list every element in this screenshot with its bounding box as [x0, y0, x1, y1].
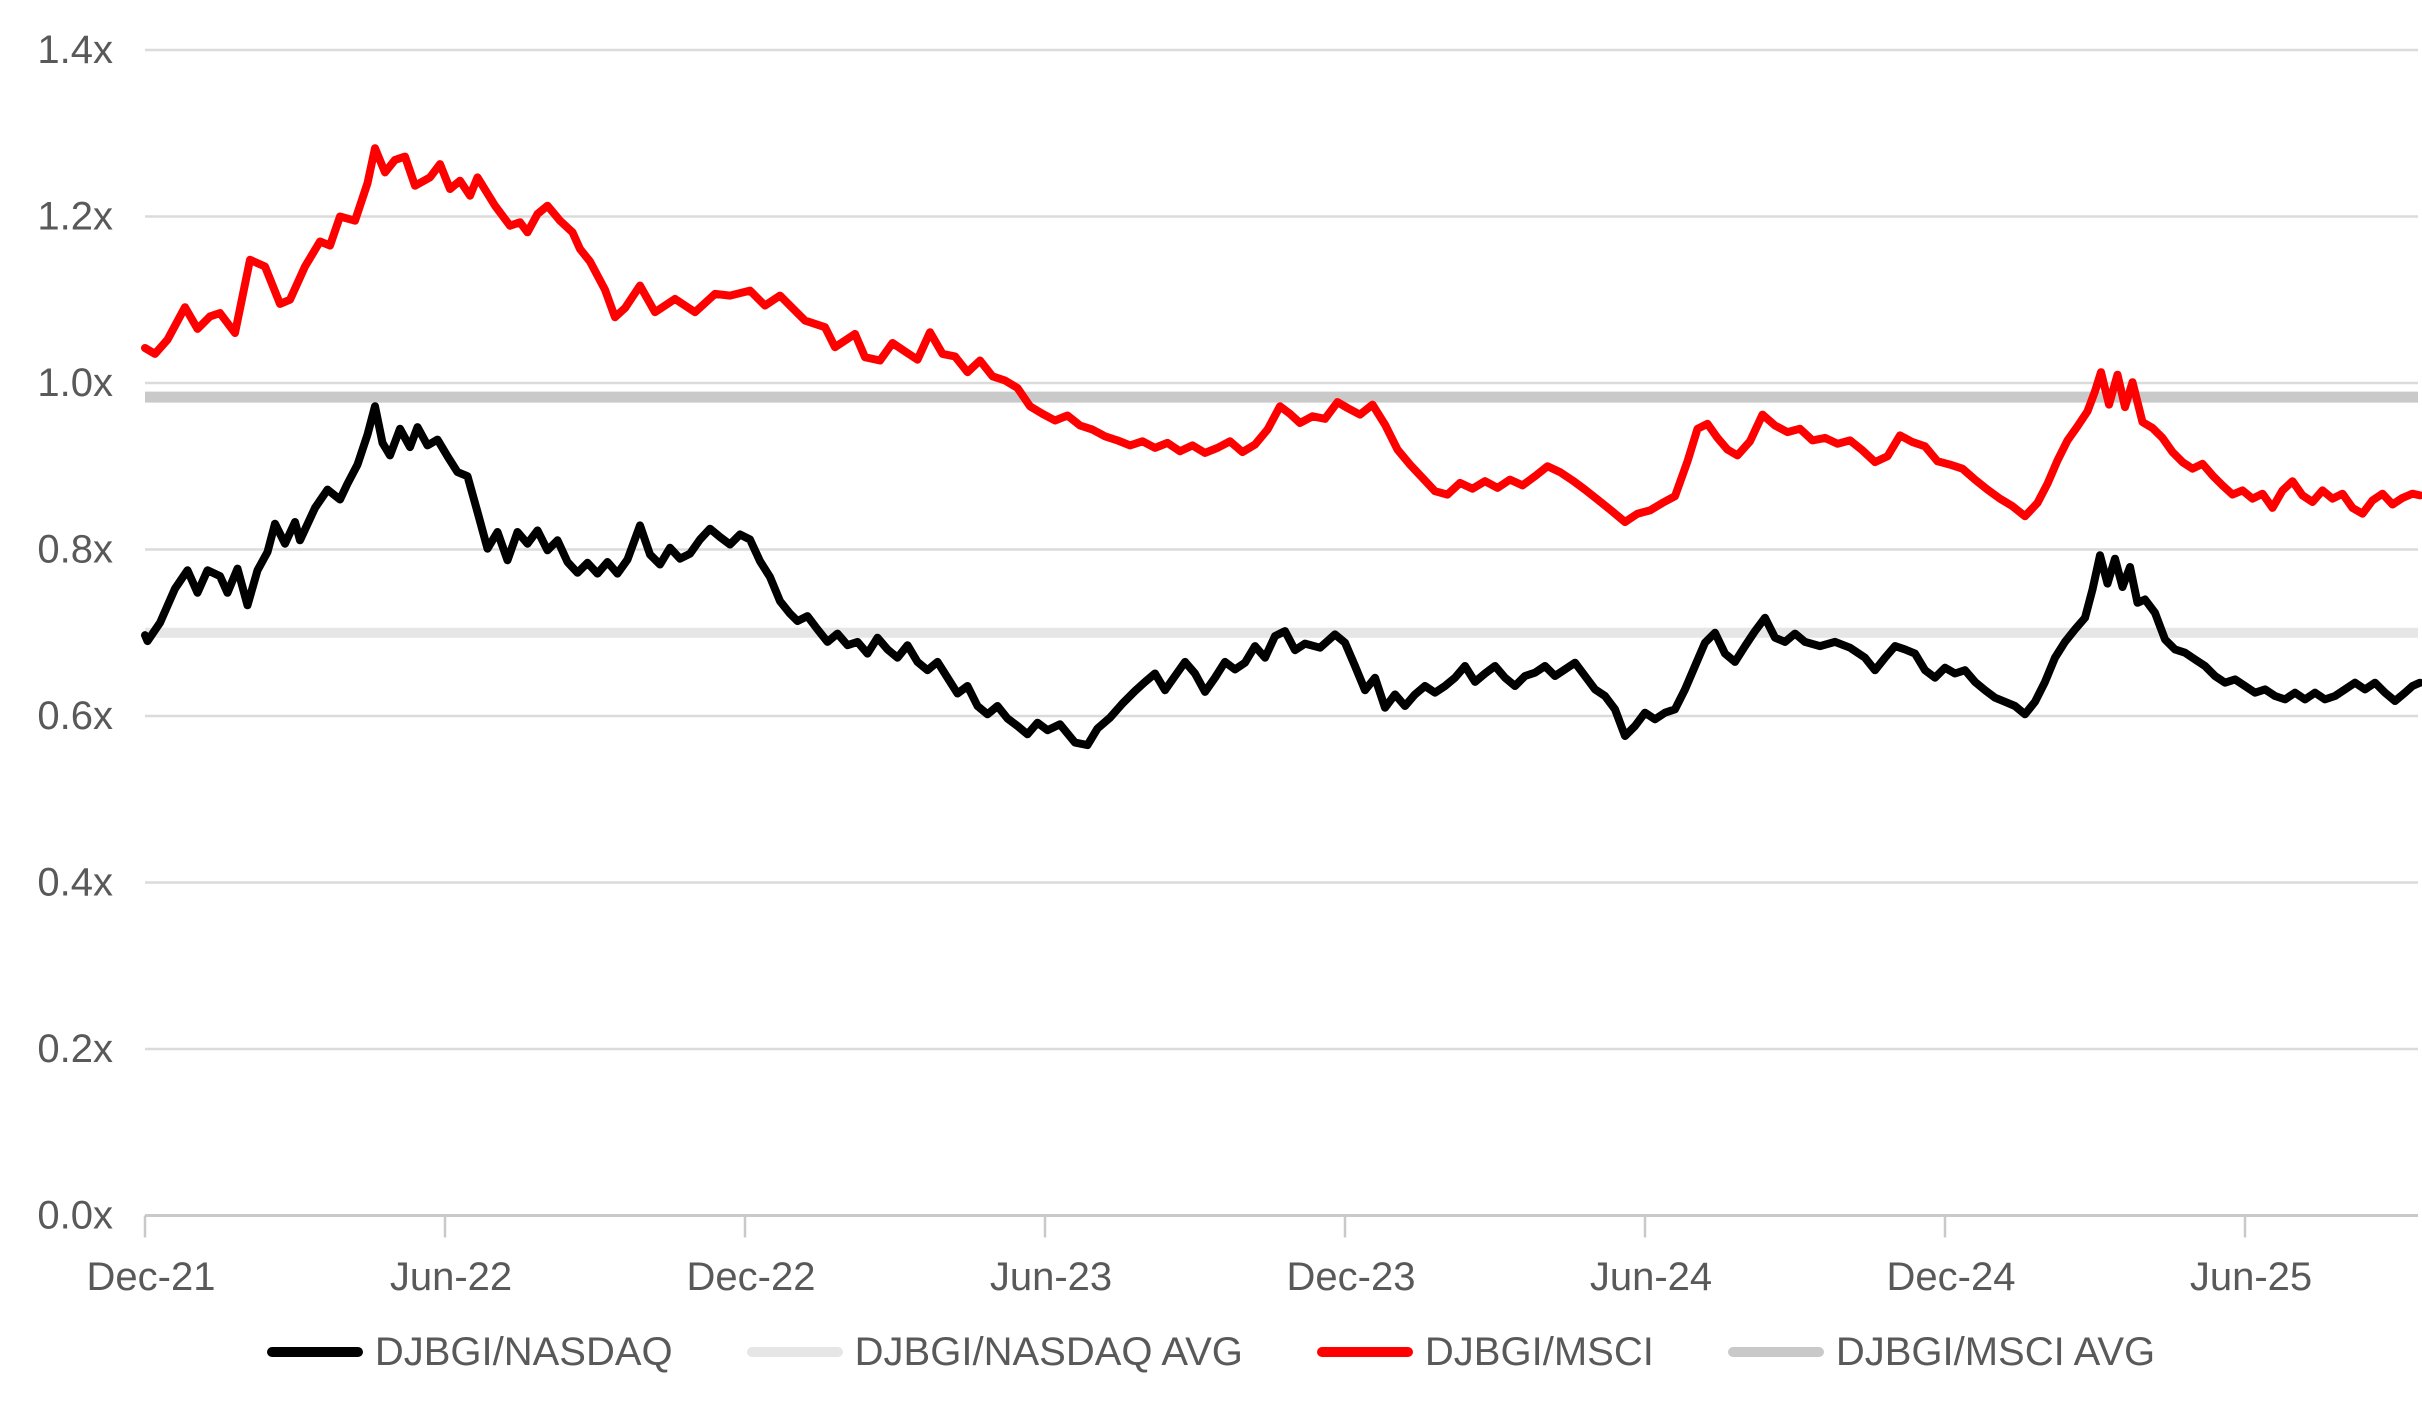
- legend-label: DJBGI/MSCI: [1424, 1329, 1654, 1374]
- x-tick-label-Dec-24: Dec-24: [1887, 1255, 2016, 1299]
- y-tick-label-0.6x: 0.6x: [37, 694, 113, 738]
- x-tick-label-Dec-22: Dec-22: [687, 1255, 816, 1299]
- y-tick-label-0.8x: 0.8x: [37, 528, 113, 572]
- legend-item-djbgi-nasdaq-avg: DJBGI/NASDAQ AVG: [746, 1329, 1243, 1375]
- y-tick-label-0.2x: 0.2x: [37, 1027, 113, 1071]
- legend-item-djbgi-nasdaq: DJBGI/NASDAQ: [266, 1329, 673, 1375]
- legend-label: DJBGI/NASDAQ AVG: [854, 1329, 1243, 1374]
- chart-legend: DJBGI/NASDAQ DJBGI/NASDAQ AVG DJBGI/MSCI DJ…: [0, 1322, 2422, 1382]
- series-line-djbgi-nasdaq: [141, 402, 2422, 750]
- x-tick-label-Jun-25: Jun-25: [2190, 1255, 2312, 1299]
- series-line-djbgi-msci: [141, 144, 2422, 526]
- x-tick-label-Dec-23: Dec-23: [1287, 1255, 1416, 1299]
- x-tick-label-Dec-21: Dec-21: [87, 1255, 216, 1299]
- x-tick-label-Jun-24: Jun-24: [1590, 1255, 1712, 1299]
- x-tick-label-Jun-23: Jun-23: [990, 1255, 1112, 1299]
- legend-swatch-icon: [746, 1347, 843, 1357]
- legend-swatch-icon: [1316, 1347, 1413, 1357]
- legend-item-djbgi-msci-avg: DJBGI/MSCI AVG: [1727, 1329, 2156, 1375]
- legend-label: DJBGI/NASDAQ: [374, 1329, 673, 1374]
- legend-swatch-icon: [1727, 1347, 1824, 1357]
- legend-swatch-icon: [266, 1347, 363, 1357]
- y-tick-label-1.4x: 1.4x: [37, 28, 113, 72]
- x-tick-label-Jun-22: Jun-22: [390, 1255, 512, 1299]
- y-tick-label-0.4x: 0.4x: [37, 861, 113, 905]
- legend-label: DJBGI/MSCI AVG: [1835, 1329, 2156, 1374]
- legend-item-djbgi-msci: DJBGI/MSCI: [1316, 1329, 1654, 1375]
- y-tick-label-1.2x: 1.2x: [37, 195, 113, 239]
- y-tick-label-0.0x: 0.0x: [37, 1194, 113, 1238]
- y-tick-label-1.0x: 1.0x: [37, 361, 113, 405]
